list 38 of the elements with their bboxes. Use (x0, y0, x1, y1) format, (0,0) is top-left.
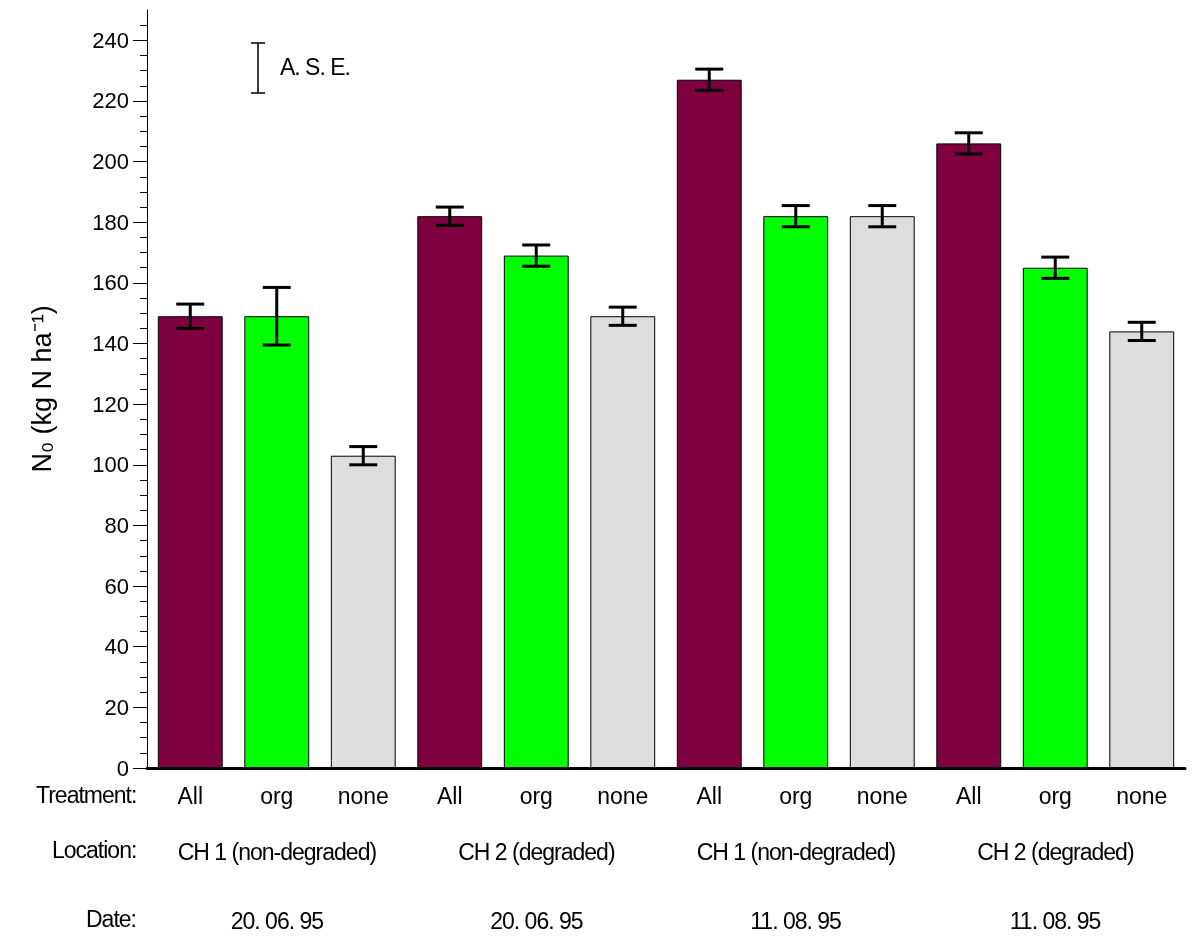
x-tick-label: none (1116, 782, 1168, 809)
x-tick-label: none (856, 782, 908, 809)
text: Location: (52, 837, 137, 864)
text: CH 2 (degraded) (977, 839, 1134, 866)
x-tick-label: All (436, 782, 463, 809)
y-tick-label: 160 (92, 270, 129, 296)
x-tick-label: none (337, 782, 389, 809)
y-tick-label: 180 (92, 209, 129, 235)
y-tick-label: 40 (104, 634, 129, 660)
y-tick-label: 80 (104, 512, 129, 538)
text: CH 1 (non-degraded) (177, 839, 377, 866)
y-tick-label: 120 (92, 391, 129, 417)
x-tick-label: All (177, 782, 204, 809)
y-tick-label: 60 (104, 573, 129, 599)
x-tick-label: none (597, 782, 649, 809)
x-tick-label: org (1038, 782, 1072, 809)
y-tick-label: 200 (92, 149, 129, 175)
annotation: A. S. E. (280, 54, 350, 81)
y-tick-label: 20 (104, 694, 129, 720)
text: 11. 08. 95 (1009, 908, 1101, 935)
x-tick-label: All (696, 782, 723, 809)
text: Date: (86, 906, 136, 933)
x-tick-label: org (519, 782, 553, 809)
y-tick-label: 0 (116, 755, 129, 781)
y-tick-label: 240 (92, 27, 129, 53)
x-tick-label: org (779, 782, 813, 809)
text: 20. 06. 95 (230, 908, 324, 935)
text: 11. 08. 95 (750, 908, 841, 935)
y-tick-label: 140 (92, 331, 129, 357)
text: CH 2 (degraded) (458, 839, 615, 866)
text: CH 1 (non-degraded) (696, 839, 896, 866)
y-tick-label: 100 (92, 452, 129, 478)
y-tick-label: 220 (92, 88, 129, 114)
x-tick-label: org (260, 782, 294, 809)
x-tick-label: All (955, 782, 982, 809)
text: Treatment: (36, 782, 137, 809)
text: 20. 06. 95 (490, 908, 583, 935)
y-axis-title: N₀ (kg N ha⁻¹) (26, 305, 57, 473)
